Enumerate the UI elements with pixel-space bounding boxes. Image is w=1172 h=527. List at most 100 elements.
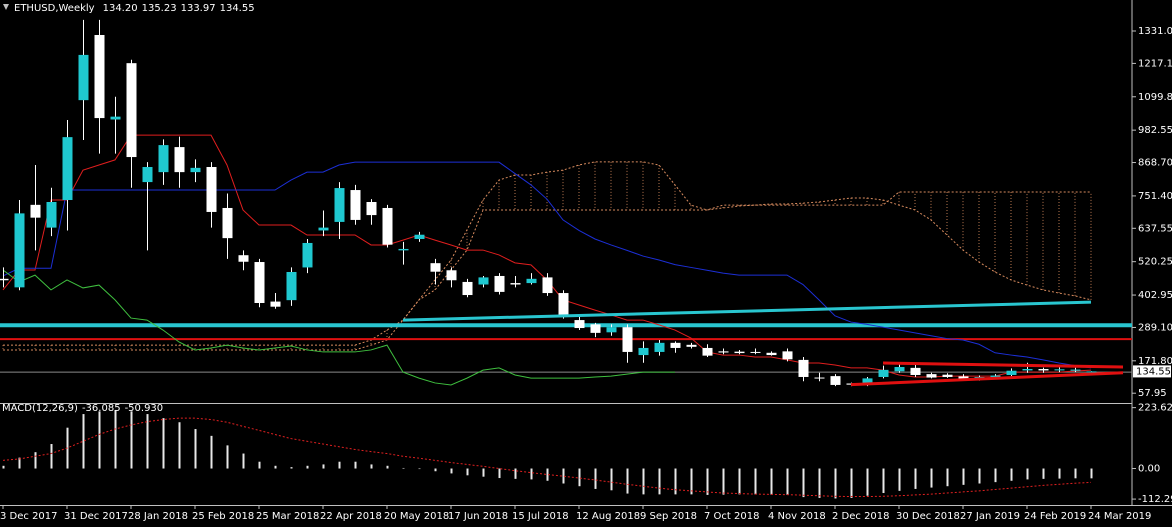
candle-body [1086,371,1097,373]
y-tick-label: 520.25 [1138,257,1172,268]
close-label: 134.55 [220,3,255,14]
x-tick-label: 12 Aug 2018 [576,511,640,522]
y-tick-label: 289.10 [1138,322,1172,333]
candle-body [798,359,809,377]
candle-body [622,327,633,352]
candle-body [894,367,905,372]
candle-body [46,202,57,228]
candle-body [430,263,441,272]
candle-body [926,374,937,378]
candle-body [1070,369,1081,371]
price-tag [1133,365,1171,378]
candle-body [110,116,121,120]
candle-body [414,234,425,239]
candle-body [862,378,873,385]
candle-body [558,293,569,315]
x-tick-label: 30 Dec 2018 [896,511,960,522]
candle-body [190,167,201,173]
candle-body [1006,370,1017,375]
x-tick-label: 31 Dec 2017 [64,511,128,522]
candle-body [814,377,825,379]
x-tick-label: 25 Mar 2018 [256,511,319,522]
y-tick-label: 982.55 [1138,125,1172,136]
y-tick-label: 0.00 [1138,464,1160,475]
candle-body [142,167,153,183]
x-tick-label: 17 Jun 2018 [448,511,508,522]
candle-body [478,277,489,285]
candle-body [270,301,281,307]
plot-layer: 3 Dec 2017 31 Dec 2017 28 Jan 2018 25 Feb 2… [0,19,1172,522]
trendline [882,361,1124,369]
symbol-icon [3,4,9,10]
candle-body [606,327,617,333]
y-tick-label: 751.40 [1138,191,1172,202]
x-tick-label: 24 Feb 2019 [1024,511,1086,522]
candle-body [686,344,697,347]
indicator-line [2,269,675,386]
candle-body [206,167,217,212]
candle-body [526,278,537,284]
candle-body [782,351,793,360]
candle-body [830,376,841,385]
candle-body [222,207,233,239]
candle-body [398,248,409,251]
x-tick-label: 9 Sep 2018 [640,511,697,522]
candle-body [910,367,921,375]
x-tick-label: 4 Nov 2018 [768,511,826,522]
x-tick-label: 7 Oct 2018 [704,511,759,522]
y-tick-label: 171.80 [1138,356,1172,367]
symbol-title: ETHUSD,Weekly [14,3,95,14]
y-tick-label: -112.299 [1138,494,1172,505]
candle-body [238,255,249,262]
y-tick-label: 1099.85 [1138,92,1172,103]
open-label: 134.20 [103,3,138,14]
y-tick-label: 637.55 [1138,223,1172,234]
candle-body [638,347,649,356]
candle-body [0,278,9,281]
low-label: 133.97 [181,3,216,14]
x-tick-label: 24 Mar 2019 [1088,511,1151,522]
candle-body [878,369,889,377]
y-tick-label: 402.95 [1138,290,1172,301]
candle-body [14,213,25,288]
macd-header: MACD(12,26,9) -36.085 -50.930 [2,403,163,414]
candle-body [62,137,73,201]
candle-body [766,352,777,356]
candle-body [94,34,105,119]
x-tick-label: 3 Dec 2017 [0,511,58,522]
candle-body [366,202,377,216]
y-tick-label: 1217.15 [1138,58,1172,69]
candle-body [702,347,713,356]
candle-body [734,351,745,354]
y-tick-label: 868.70 [1138,158,1172,169]
candle-body [990,375,1001,377]
candle-body [462,281,473,296]
y-tick-label: 57.95 [1138,388,1167,399]
candle-body [1054,369,1065,371]
candle-body [654,342,665,352]
x-tick-label: 28 Jan 2018 [128,511,188,522]
candle-body [590,324,601,333]
trendline [402,300,1092,322]
candle-body [126,63,137,158]
candle-body [510,283,521,285]
candle-body [958,376,969,379]
candle-body [382,207,393,245]
candle-body [494,275,505,292]
macd-title: MACD(12,26,9) [2,403,78,414]
high-label: 135.23 [142,3,177,14]
candle-body [942,374,953,377]
macd-value-label: -36.085 [82,403,121,414]
candle-body [30,204,41,218]
x-tick-label: 2 Dec 2018 [832,511,890,522]
candle-body [350,190,361,220]
x-tick-label: 22 Apr 2018 [320,511,382,522]
candle-body [718,351,729,353]
candle-body [254,262,265,303]
candle-body [1038,369,1049,371]
cloud-span-b [3,191,1091,351]
y-tick-label: 1331.00 [1138,26,1172,37]
candle-body [670,342,681,348]
x-tick-label: 27 Jan 2019 [960,511,1020,522]
